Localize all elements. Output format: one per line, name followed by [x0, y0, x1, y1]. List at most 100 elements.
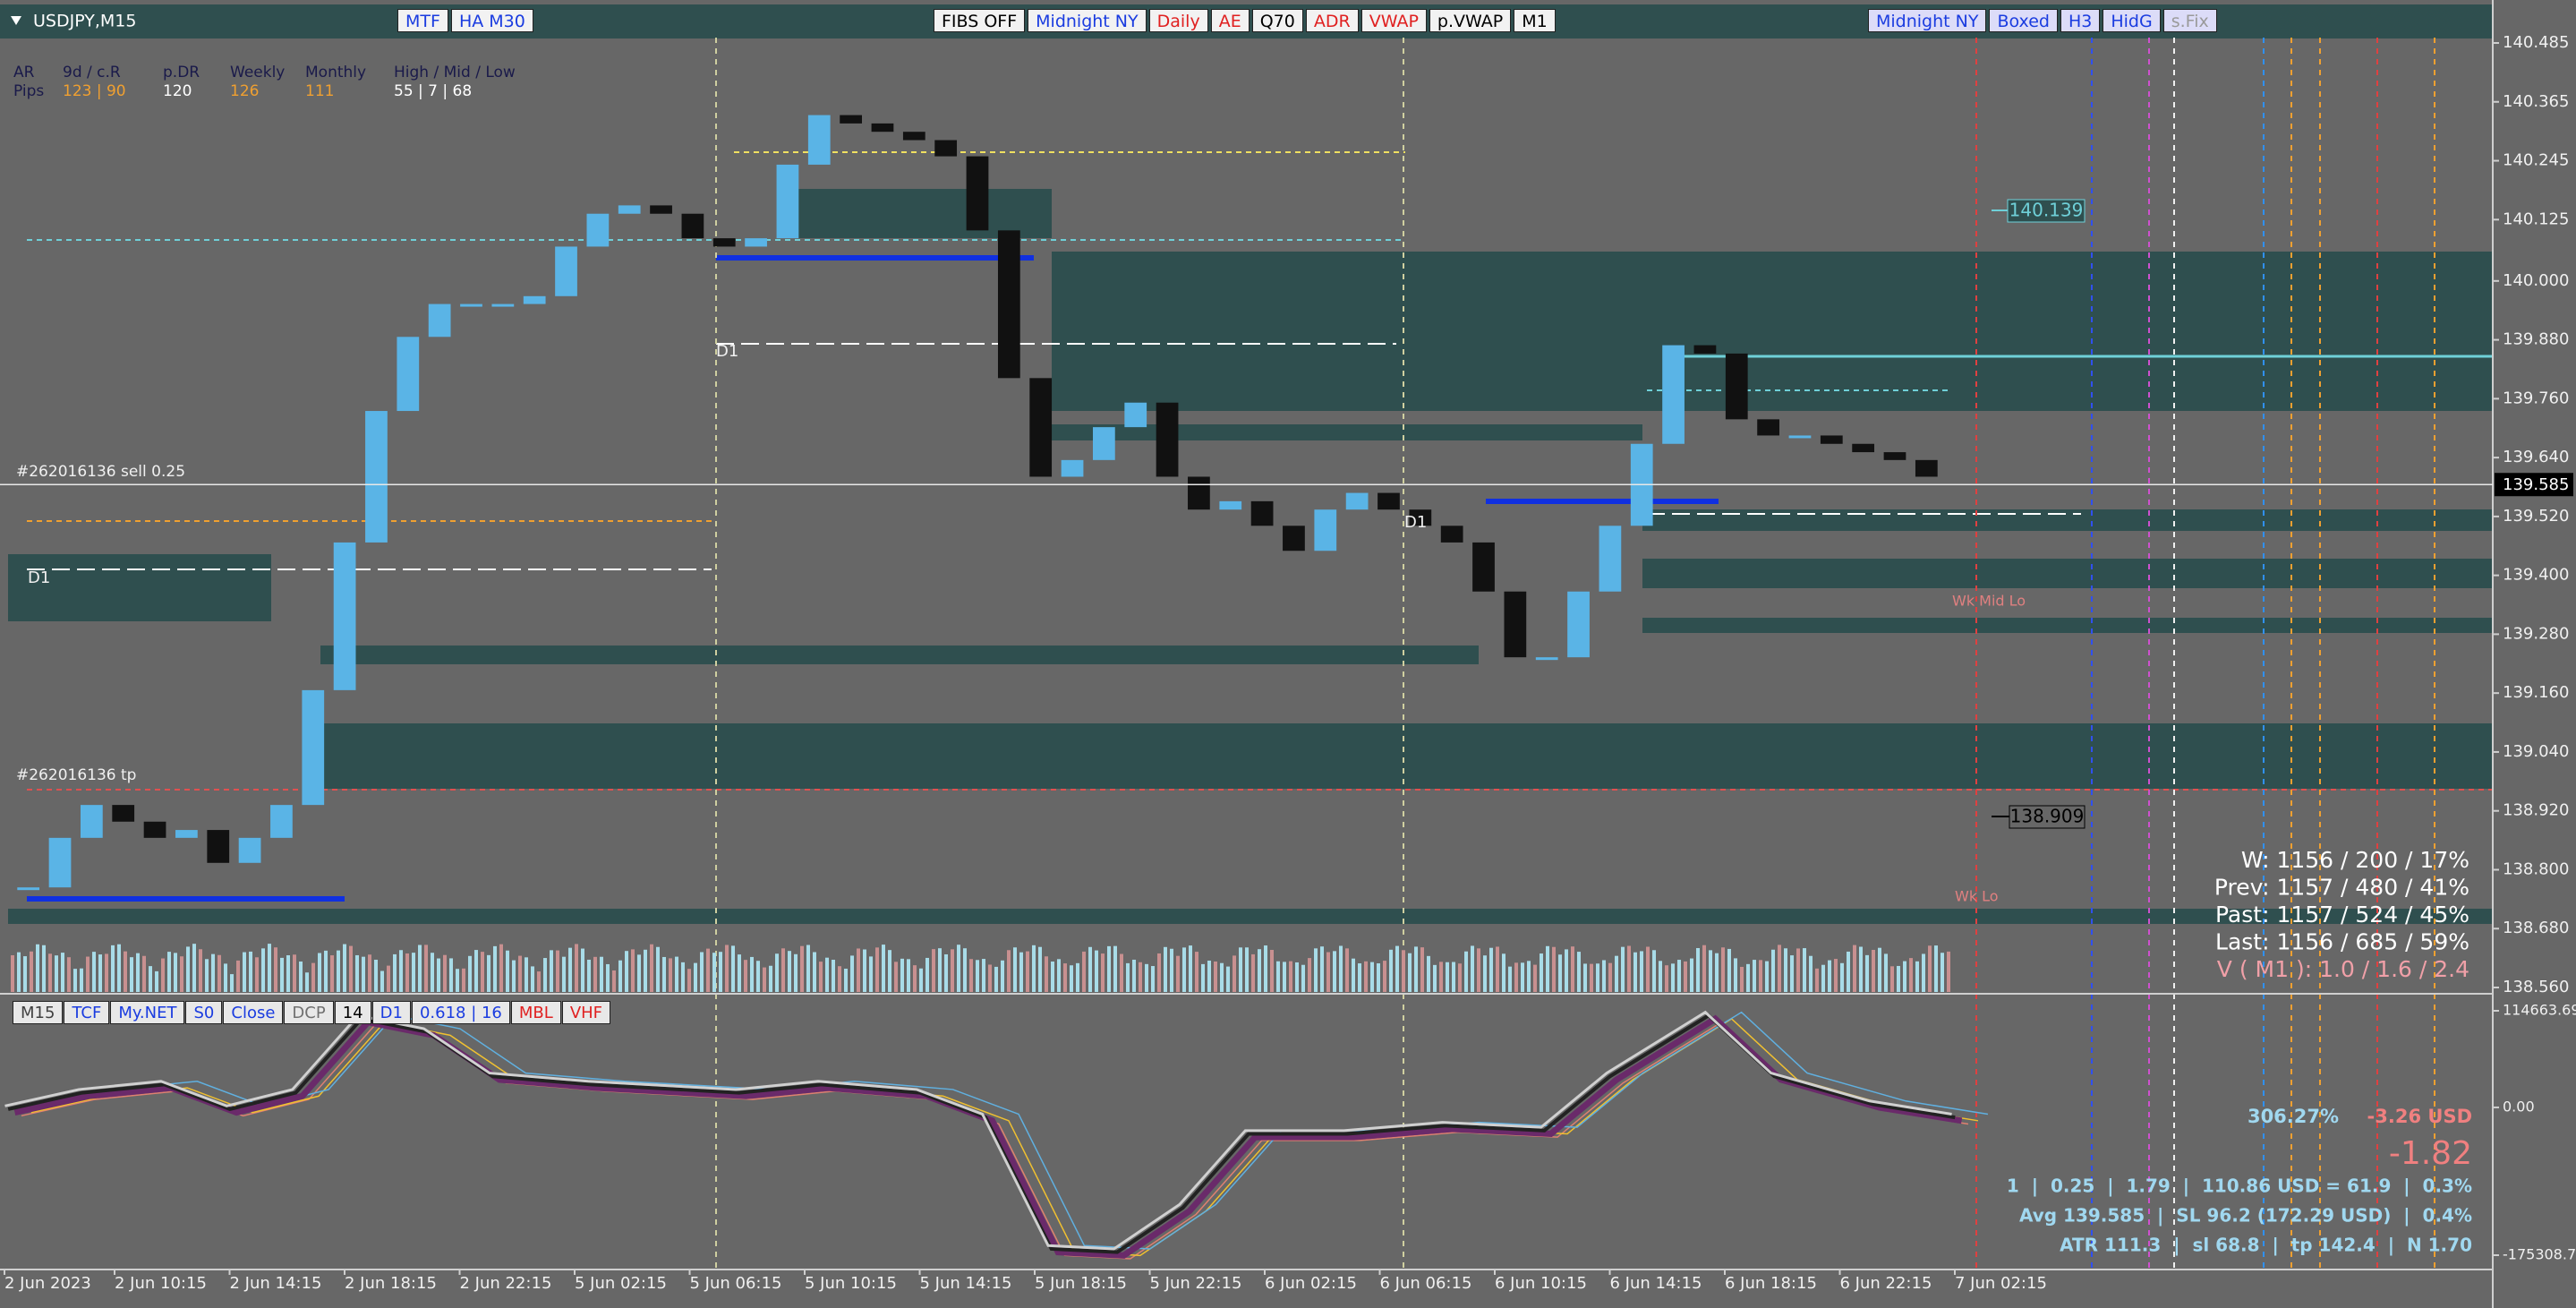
zone	[1642, 618, 2493, 633]
time-label: 5 Jun 02:15	[575, 1274, 667, 1293]
volume-bar	[1922, 953, 1925, 992]
volume-bar	[1552, 946, 1556, 992]
candle	[1757, 419, 1779, 436]
time-label: 6 Jun 02:15	[1265, 1274, 1357, 1293]
volume-bar	[380, 970, 384, 992]
toolbar-button[interactable]: 14	[334, 1001, 371, 1024]
volume-bar	[788, 951, 791, 992]
toolbar-button[interactable]: p.VWAP	[1429, 9, 1512, 32]
toolbar-button[interactable]: DCP	[284, 1001, 334, 1024]
volume-bar	[1433, 964, 1437, 992]
candle	[1219, 500, 1242, 510]
toolbar-button[interactable]: M15	[13, 1001, 64, 1024]
volume-bar	[556, 950, 559, 992]
toolbar-button[interactable]: ADR	[1305, 9, 1359, 32]
volume-bar	[1565, 949, 1568, 992]
volume-bar	[938, 948, 942, 992]
candle	[1662, 345, 1685, 444]
volume-bar	[1326, 952, 1330, 992]
time-label: 7 Jun 02:15	[1955, 1274, 2047, 1293]
candle	[807, 115, 831, 165]
volume-bar	[1220, 962, 1224, 992]
candle	[934, 140, 958, 157]
volume-bar	[1446, 962, 1449, 992]
toolbar-button[interactable]: 0.618 | 16	[411, 1001, 510, 1024]
volume-bar	[625, 951, 628, 992]
toolbar-button[interactable]: Close	[223, 1001, 284, 1024]
time-label: 5 Jun 14:15	[920, 1274, 1012, 1293]
volume-bar	[669, 958, 672, 992]
toolbar-button[interactable]: MBL	[510, 1001, 561, 1024]
toolbar-button[interactable]: VHF	[561, 1001, 611, 1024]
toolbar-button[interactable]: s.Fix	[2162, 9, 2217, 32]
volume-bar	[1464, 951, 1468, 992]
oscillator-line	[7, 1013, 1956, 1254]
volume-bar	[531, 966, 534, 992]
volume-bar	[80, 968, 83, 992]
toolbar-button[interactable]: Midnight NY	[1868, 9, 1987, 32]
volume-bar	[343, 944, 346, 992]
volume-bar	[456, 969, 459, 992]
volume-bar	[1778, 945, 1781, 992]
toolbar-button[interactable]: HA M30	[450, 9, 533, 32]
toolbar-button[interactable]: D1	[371, 1001, 411, 1024]
candle	[555, 246, 577, 296]
volume-bar	[1934, 945, 1938, 992]
toolbar-button[interactable]: Daily	[1148, 9, 1208, 32]
volume-bar	[1897, 965, 1900, 992]
volume-bar	[913, 965, 917, 992]
toolbar-button[interactable]: S0	[185, 1001, 223, 1024]
volume-bar	[1402, 950, 1405, 992]
volume-bar	[756, 961, 760, 992]
price-tick-label: 139.280	[2503, 624, 2569, 643]
volume-bar	[449, 958, 453, 992]
toolbar-group: MTF HA M30	[397, 9, 533, 32]
toolbar-button[interactable]: TCF	[64, 1001, 110, 1024]
volume-bar	[919, 968, 923, 992]
candle	[1725, 353, 1748, 420]
price-tag: 138.909	[2010, 806, 2085, 827]
toolbar-button[interactable]: FIBS OFF	[934, 9, 1026, 32]
toolbar-button[interactable]: Boxed	[1989, 9, 2058, 32]
candle	[1029, 378, 1053, 477]
trade-line: Avg 139.585 | SL 96.2 (172.29 USD) | 0.4…	[2019, 1205, 2472, 1227]
volume-bar	[1684, 961, 1687, 992]
oscillator-line	[30, 1018, 1979, 1257]
candle	[1124, 402, 1147, 428]
volume-bar	[1320, 946, 1324, 992]
volume-bar	[1139, 962, 1142, 992]
toolbar-button[interactable]: Q70	[1251, 9, 1303, 32]
price-tick-label: 138.920	[2503, 801, 2569, 820]
volume-bar	[775, 953, 779, 992]
volume-bar	[1709, 950, 1712, 992]
time-label: 6 Jun 10:15	[1495, 1274, 1587, 1293]
toolbar-button[interactable]: MTF	[397, 9, 448, 32]
level-label: D1	[716, 342, 738, 361]
volume-bar	[1753, 960, 1756, 992]
toolbar-button[interactable]: AE	[1210, 9, 1250, 32]
volume-bar	[167, 952, 171, 992]
current-price-label: 139.585	[2503, 475, 2569, 494]
toolbar-button[interactable]: Midnight NY	[1028, 9, 1147, 32]
volume-bar	[124, 951, 127, 992]
toolbar-button[interactable]: HidG	[2103, 9, 2161, 32]
volume-bar	[694, 962, 697, 992]
zone-label: Wk Lo	[1955, 888, 1999, 905]
candle	[650, 205, 672, 214]
price-tick-label: 139.400	[2503, 566, 2569, 585]
trade-line: ATR 111.3 | sl 68.8 | tp 142.4 | N 1.70	[2060, 1235, 2472, 1256]
volume-bar	[1665, 965, 1668, 992]
toolbar-button[interactable]: My.NET	[110, 1001, 185, 1024]
volume-bar	[543, 958, 547, 992]
toolbar-button[interactable]: M1	[1514, 9, 1556, 32]
volume-bar	[1508, 966, 1512, 992]
volume-bar	[1126, 962, 1130, 992]
candle	[618, 205, 641, 214]
zone	[8, 554, 271, 621]
toolbar-button[interactable]: H3	[2060, 9, 2101, 32]
toolbar-button[interactable]: VWAP	[1361, 9, 1427, 32]
volume-bar	[506, 950, 509, 992]
candle	[80, 805, 103, 838]
volume-bar	[925, 957, 929, 992]
